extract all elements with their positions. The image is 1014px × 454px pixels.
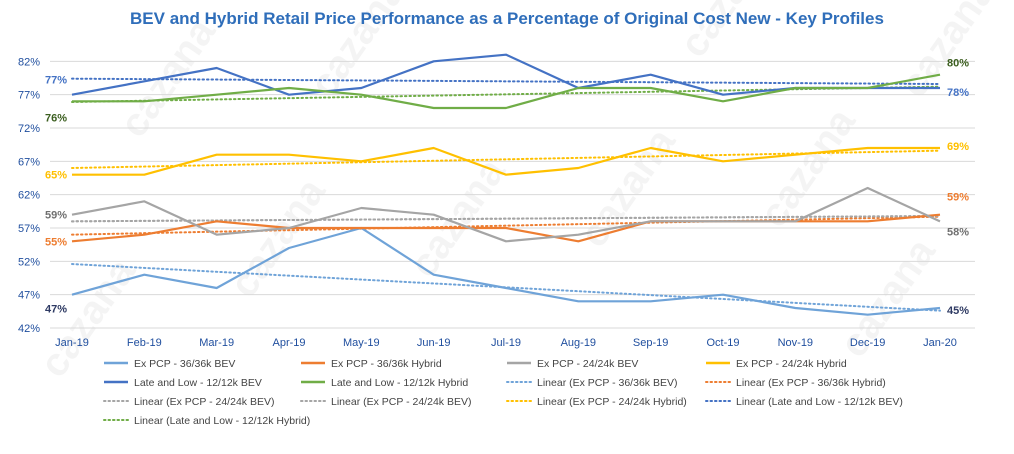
trendline: [71, 149, 941, 169]
x-axis-ticks: Jan-19 Feb-19 Mar-19 Apr-19 May-19 Jun-19 Jul-…: [55, 337, 957, 349]
trendline: [71, 77, 941, 85]
trendline: [71, 215, 941, 236]
trendline: [71, 263, 941, 312]
data-label: 76%: [45, 112, 67, 124]
x-tick-label: Dec-19: [850, 337, 885, 349]
legend-label: Ex PCP - 24/24k BEV: [537, 358, 638, 370]
legend-label: Linear (Ex PCP - 24/24k BEV): [134, 396, 274, 408]
x-tick-label: Jul-19: [491, 337, 521, 349]
legend-label: Late and Low - 12/12k Hybrid: [331, 377, 468, 389]
data-label: 59%: [947, 192, 969, 204]
data-label: 59%: [45, 210, 67, 222]
legend-label: Linear (Ex PCP - 36/36k Hybrid): [736, 377, 886, 389]
data-label: 58%: [947, 226, 969, 238]
legend-label: Ex PCP - 24/24k Hybrid: [736, 358, 847, 370]
gridlines: [50, 60, 975, 329]
y-axis-ticks: 42% 47% 52% 57% 62% 67% 72% 77% 82%: [18, 56, 40, 335]
data-label: 47%: [45, 304, 67, 316]
data-label: 78%: [947, 87, 969, 99]
y-tick-label: 52%: [18, 256, 40, 268]
watermark-text: cazana: [571, 120, 684, 255]
x-tick-label: Oct-19: [706, 337, 739, 349]
legend-label: Late and Low - 12/12k BEV: [134, 377, 262, 389]
trendline: [71, 85, 941, 103]
y-tick-label: 82%: [18, 56, 40, 68]
data-labels: 77% 76% 65% 59% 55% 47% 80% 78% 69% 59% 58% 45%: [45, 58, 969, 317]
y-tick-label: 77%: [18, 90, 40, 102]
y-tick-label: 62%: [18, 190, 40, 202]
x-tick-label: Apr-19: [272, 337, 305, 349]
legend-label: Ex PCP - 36/36k Hybrid: [331, 358, 442, 370]
legend: Ex PCP - 36/36k BEV Ex PCP - 36/36k Hybri…: [103, 358, 903, 427]
legend-label: Linear (Ex PCP - 36/36k BEV): [537, 377, 677, 389]
y-tick-label: 42%: [18, 323, 40, 335]
data-label: 77%: [45, 75, 67, 87]
x-tick-label: Feb-19: [127, 337, 162, 349]
x-tick-label: Mar-19: [199, 337, 234, 349]
data-label: 80%: [947, 58, 969, 70]
watermark-text: cazana: [31, 250, 144, 385]
chart-title: BEV and Hybrid Retail Price Performance …: [130, 9, 884, 28]
data-label: 65%: [45, 170, 67, 182]
data-label: 69%: [947, 141, 969, 153]
x-tick-label: Jan-19: [55, 337, 89, 349]
legend-label: Linear (Ex PCP - 24/24k Hybrid): [537, 396, 687, 408]
x-tick-label: Jan-20: [923, 337, 957, 349]
legend-label: Linear (Late and Low - 12/12k Hybrid): [134, 415, 310, 427]
legend-label: Linear (Late and Low - 12/12k BEV): [736, 396, 903, 408]
x-tick-label: Nov-19: [778, 337, 813, 349]
y-tick-label: 67%: [18, 156, 40, 168]
data-label: 45%: [947, 305, 969, 317]
legend-label: Linear (Ex PCP - 24/24k BEV): [331, 396, 471, 408]
y-tick-label: 72%: [18, 123, 40, 135]
x-tick-label: Aug-19: [561, 337, 596, 349]
data-label: 55%: [45, 236, 67, 248]
watermark-text: cazana: [221, 170, 334, 305]
legend-label: Ex PCP - 36/36k BEV: [134, 358, 235, 370]
x-tick-label: Sep-19: [633, 337, 668, 349]
x-tick-label: Jun-19: [417, 337, 451, 349]
y-tick-label: 57%: [18, 223, 40, 235]
x-tick-label: May-19: [343, 337, 380, 349]
series-lines: [71, 53, 941, 316]
y-tick-label: 47%: [18, 290, 40, 302]
